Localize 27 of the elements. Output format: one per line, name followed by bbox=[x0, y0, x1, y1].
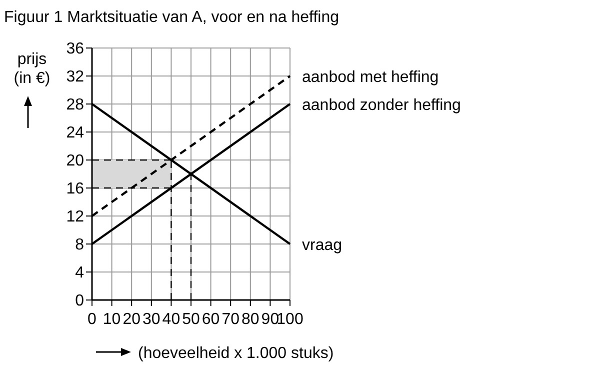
x-tick-label: 30 bbox=[142, 311, 160, 328]
series-label: aanbod met heffing bbox=[302, 69, 439, 86]
x-tick-label: 90 bbox=[261, 311, 280, 328]
x-tick-label: 60 bbox=[202, 311, 220, 328]
chart-title: Figuur 1 Marktsituatie van A, voor en na heffing bbox=[4, 9, 340, 26]
series-label: aanbod zonder heffing bbox=[302, 97, 461, 114]
y-tick-label: 36 bbox=[66, 40, 84, 58]
y-tick-label: 32 bbox=[66, 68, 84, 86]
y-tick-label: 8 bbox=[75, 236, 84, 254]
series-label: vraag bbox=[302, 237, 342, 254]
y-axis-title: prijs (in €) bbox=[14, 51, 50, 87]
x-tick-label: 0 bbox=[88, 311, 97, 328]
y-tick-label: 4 bbox=[75, 264, 84, 282]
y-tick-label: 28 bbox=[66, 96, 84, 114]
y-tick-label: 24 bbox=[66, 124, 84, 142]
x-tick-label: 80 bbox=[242, 311, 260, 328]
x-tick-label: 40 bbox=[162, 311, 180, 328]
y-tick-label: 12 bbox=[66, 208, 84, 226]
x-tick-label: 50 bbox=[182, 311, 200, 328]
y-tick-label: 20 bbox=[66, 152, 84, 170]
x-tick-label: 10 bbox=[102, 311, 121, 328]
y-tick-label: 0 bbox=[75, 292, 84, 310]
x-tick-label: 20 bbox=[122, 311, 141, 328]
x-axis-title: (hoeveelheid x 1.000 stuks) bbox=[138, 345, 334, 362]
x-tick-label: 70 bbox=[222, 311, 240, 328]
y-tick-label: 16 bbox=[66, 180, 84, 198]
x-tick-label: 100 bbox=[276, 311, 304, 328]
